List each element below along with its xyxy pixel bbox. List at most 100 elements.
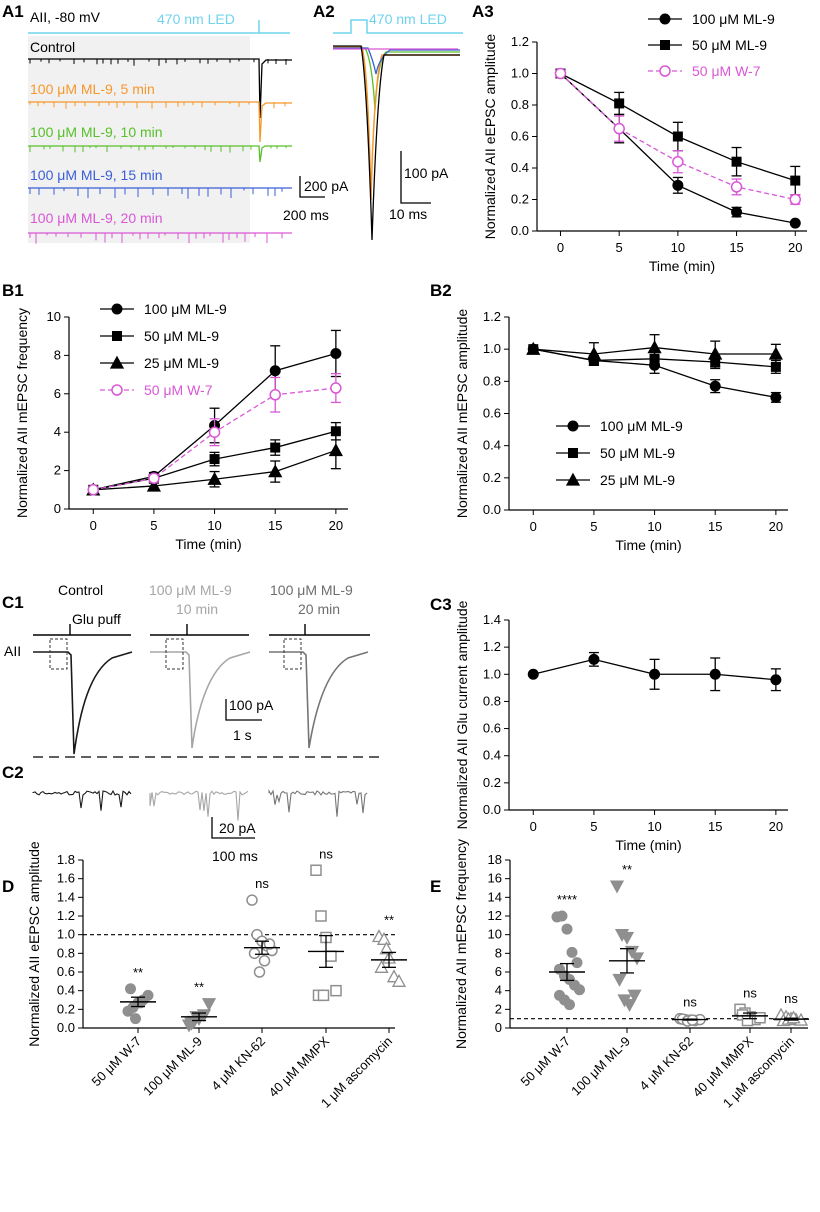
c2-scale-x-label: 100 ms: [212, 848, 258, 864]
significance-label: **: [133, 965, 143, 980]
data-point: [586, 346, 602, 360]
significance-label: **: [384, 913, 394, 928]
panel-label-c3: C3: [430, 595, 452, 614]
data-point: [731, 206, 743, 218]
c1-scale-y-label: 100 pA: [229, 697, 274, 713]
y-axis-label: Normalized AII mEPSC amplitude: [454, 309, 470, 519]
y-tick-label: 1.2: [483, 639, 501, 654]
significance-label: ns: [255, 876, 269, 891]
legend-label: 50 μM ML-9: [600, 445, 675, 461]
y-tick-label: 10: [47, 309, 61, 324]
data-point: [754, 1011, 766, 1024]
data-point: [315, 910, 327, 922]
data-point: [731, 156, 742, 167]
y-tick-label: 1.0: [57, 927, 75, 942]
chart-b2: 0.0 0.2 0.4 0.6 0.8 1.0 1.2 0 5 10 15 20 Time (min) N…: [454, 309, 788, 553]
data-point: [310, 864, 322, 877]
data-point: [614, 98, 625, 109]
significance-label: ns: [683, 995, 697, 1010]
chart-b1: 0 2 4 6 8 10 0 5 10 15 20 Time (min) Normalized AII …: [14, 301, 348, 552]
y-tick-label: 0.4: [511, 160, 529, 175]
c1-trace-20min: [269, 651, 369, 749]
data-point: [561, 923, 573, 935]
significance-label: ns: [743, 985, 757, 1000]
c1-trace-control: [33, 651, 133, 755]
data-point: [789, 217, 801, 229]
data-point: [768, 346, 783, 360]
c1-puff-bar-20min: [269, 624, 370, 636]
legend-marker: [565, 472, 581, 486]
y-tick-label: 1.2: [483, 309, 501, 324]
legend-marker: [109, 355, 125, 369]
a1-trace-label-5min: 100 μM ML-9, 5 min: [30, 81, 155, 97]
legend-label: 50 μM ML-9: [692, 37, 767, 53]
a1-led-label: 470 nm LED: [157, 11, 235, 27]
data-point: [574, 984, 585, 996]
legend-label: 50 μM ML-9: [144, 328, 219, 344]
panel-label-b2: B2: [430, 281, 452, 300]
y-tick-label: 0.6: [483, 406, 501, 421]
x-tick-label: 10: [647, 519, 661, 534]
y-axis-label: Normalized AII eEPSC amplitude: [26, 841, 42, 1047]
data-point: [258, 955, 271, 967]
data-point: [328, 443, 343, 457]
panel-label-a2: A2: [313, 2, 335, 21]
x-tick-label: 1 μM ascomycin: [720, 1034, 797, 1111]
y-tick-label: 0.2: [483, 470, 501, 485]
legend-marker: [111, 384, 123, 396]
a1-trace-5min: [28, 101, 292, 143]
legend-label: 100 μM ML-9: [144, 301, 227, 317]
data-point: [270, 442, 281, 453]
x-tick-label: 40 μM MMPX: [266, 1033, 333, 1100]
y-tick-label: 0.6: [57, 964, 75, 979]
data-point: [148, 472, 160, 485]
y-axis-label: Normalized AII Glu current amplitude: [454, 600, 470, 829]
c1-puff-bar-control: [33, 624, 131, 636]
y-tick-label: 0.8: [57, 945, 75, 960]
data-point: [268, 464, 283, 478]
x-tick-label: 4 μM KN-62: [208, 1034, 268, 1094]
y-tick-label: 0.6: [483, 721, 501, 736]
x-axis-label: Time (min): [175, 536, 241, 552]
c2-trace: [149, 790, 249, 821]
c1-title-ml9-10-time: 10 min: [176, 601, 218, 617]
x-tick-label: 50 μM W-7: [518, 1034, 574, 1090]
y-tick-label: 14: [488, 889, 502, 904]
a2-scale-x-label: 10 ms: [389, 206, 427, 222]
significance-label: ****: [557, 892, 577, 907]
x-tick-label: 15: [708, 819, 722, 834]
data-point: [269, 389, 281, 401]
a1-led-stim-line: [28, 20, 290, 34]
legend-marker: [659, 13, 671, 25]
data-point: [564, 999, 575, 1011]
a2-scale-bar: [400, 151, 431, 204]
c2-scale-y-label: 20 pA: [219, 820, 256, 836]
x-tick-label: 20: [769, 519, 783, 534]
y-tick-label: 0.2: [483, 775, 501, 790]
legend-label: 50 μM W-7: [692, 63, 761, 79]
panel-label-d: D: [2, 877, 14, 896]
a2-trace-10min: [333, 47, 460, 111]
x-tick-label: 5: [590, 519, 597, 534]
chart-d: 0.0 0.2 0.4 0.6 0.8 1.0 1.2 1.4 1.6 1.8 Normalized…: [26, 841, 407, 1111]
a2-trace-control: [333, 45, 460, 241]
data-point: [672, 155, 684, 168]
y-tick-label: 2: [495, 1001, 502, 1016]
data-point: [526, 341, 541, 355]
data-point: [790, 175, 801, 186]
significance-label: ns: [784, 991, 798, 1006]
c1-scale-bar: [225, 699, 262, 721]
data-point: [566, 946, 578, 958]
y-axis-label: Normalized AII mEPSC frequency: [14, 308, 30, 518]
x-tick-label: 100 μM ML-9: [568, 1034, 633, 1099]
x-tick-label: 10: [647, 819, 661, 834]
data-point: [672, 131, 683, 142]
c1-puff-label: Glu puff: [72, 611, 121, 627]
y-tick-label: 0.8: [511, 97, 529, 112]
y-tick-label: 1.2: [57, 908, 75, 923]
y-tick-label: 4: [495, 983, 502, 998]
y-axis-label: Normalized AII mEPSC frequency: [453, 839, 469, 1049]
panel-label-a3: A3: [472, 2, 494, 21]
x-tick-label: 0: [557, 240, 564, 255]
x-tick-label: 5: [150, 518, 157, 533]
